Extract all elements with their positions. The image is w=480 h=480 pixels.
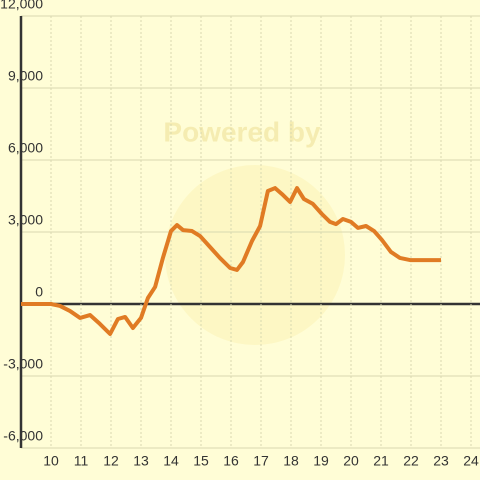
- line: [21, 186, 441, 336]
- x-tick-label: 16: [223, 453, 239, 469]
- y-tick-label: 0: [35, 284, 43, 300]
- x-tick-label: 15: [193, 453, 209, 469]
- x-tick-label: 12: [103, 453, 119, 469]
- x-tick-label: 24: [463, 453, 479, 469]
- y-tick-label: 3,000: [8, 212, 43, 228]
- x-tick-label: 10: [43, 453, 59, 469]
- y-tick-label: 12,000: [0, 0, 43, 12]
- x-tick-label: 21: [373, 453, 389, 469]
- y-tick-label: 6,000: [8, 140, 43, 156]
- watermark: Powered by: [163, 116, 321, 147]
- x-tick-label: 13: [133, 453, 149, 469]
- x-tick-label: 18: [283, 453, 299, 469]
- y-tick-label: -3,000: [3, 356, 43, 372]
- x-tick-label: 11: [74, 453, 89, 469]
- y-tick-label: -6,000: [3, 428, 43, 444]
- x-tick-label: 20: [343, 453, 359, 469]
- x-tick-label: 14: [163, 453, 179, 469]
- x-tick-label: 23: [433, 453, 449, 469]
- watermark-logo: [165, 165, 345, 345]
- y-tick-label: 9,000: [8, 68, 43, 84]
- x-tick-label: 22: [403, 453, 419, 469]
- x-tick-label: 17: [253, 453, 269, 469]
- x-tick-label: 19: [313, 453, 329, 469]
